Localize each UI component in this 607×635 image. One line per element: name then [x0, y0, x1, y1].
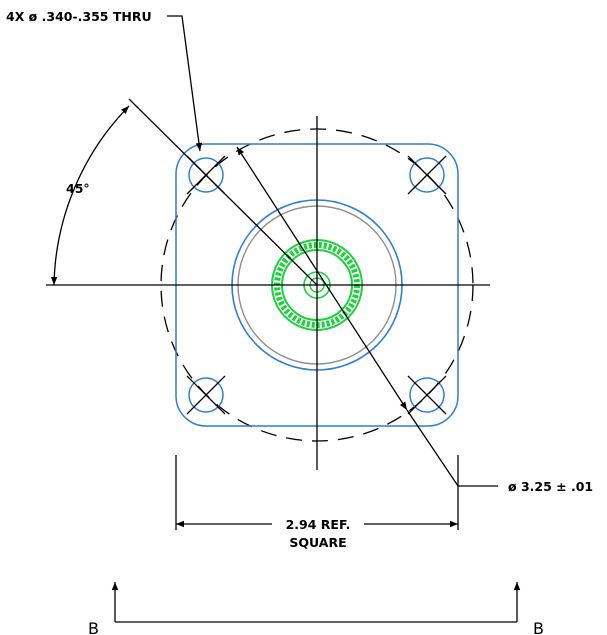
width-dimension-label: 2.94 REF. — [286, 517, 351, 532]
section-line — [111, 582, 521, 623]
angle-reference-line — [128, 98, 318, 286]
width-dimension-sublabel: SQUARE — [289, 535, 346, 550]
section-label-right: B — [533, 619, 544, 635]
width-dimension — [175, 455, 459, 530]
hole-callout-text: 4X ø .340-.355 THRU — [6, 9, 152, 24]
angle-arc — [50, 105, 130, 286]
mounting-hole-top-right — [409, 157, 445, 193]
mounting-hole-bottom-right — [409, 377, 445, 413]
bolt-circle-diameter-label: ø 3.25 ± .01 — [508, 479, 593, 494]
mounting-holes — [188, 157, 445, 413]
center-lines — [46, 116, 490, 470]
angle-label: 45° — [66, 181, 90, 196]
diameter-dimension-line — [236, 146, 408, 411]
mounting-hole-top-left — [188, 157, 224, 193]
mounting-hole-bottom-left — [188, 377, 224, 413]
section-label-left: B — [88, 619, 99, 635]
diameter-dimension-leader — [406, 409, 498, 487]
hole-callout-leader — [167, 15, 203, 152]
